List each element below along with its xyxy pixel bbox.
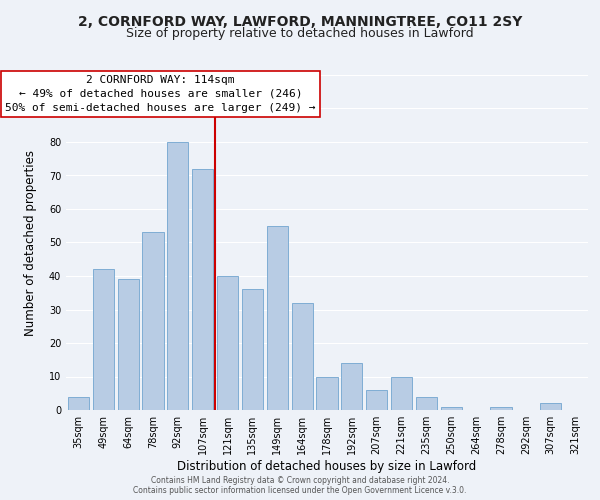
Bar	[217, 276, 238, 410]
Y-axis label: Number of detached properties: Number of detached properties	[24, 150, 37, 336]
Bar	[68, 396, 89, 410]
Bar	[490, 406, 512, 410]
Bar	[93, 270, 114, 410]
Bar	[341, 363, 362, 410]
Bar	[540, 404, 561, 410]
Bar	[242, 290, 263, 410]
X-axis label: Distribution of detached houses by size in Lawford: Distribution of detached houses by size …	[178, 460, 476, 473]
Bar	[391, 376, 412, 410]
Bar	[316, 376, 338, 410]
Bar	[192, 169, 213, 410]
Bar	[167, 142, 188, 410]
Bar	[267, 226, 288, 410]
Text: 2 CORNFORD WAY: 114sqm
← 49% of detached houses are smaller (246)
50% of semi-de: 2 CORNFORD WAY: 114sqm ← 49% of detached…	[5, 75, 316, 113]
Text: Contains public sector information licensed under the Open Government Licence v.: Contains public sector information licen…	[133, 486, 467, 495]
Bar	[416, 396, 437, 410]
Bar	[441, 406, 462, 410]
Bar	[292, 303, 313, 410]
Bar	[118, 280, 139, 410]
Bar	[142, 232, 164, 410]
Text: Size of property relative to detached houses in Lawford: Size of property relative to detached ho…	[126, 28, 474, 40]
Text: Contains HM Land Registry data © Crown copyright and database right 2024.: Contains HM Land Registry data © Crown c…	[151, 476, 449, 485]
Text: 2, CORNFORD WAY, LAWFORD, MANNINGTREE, CO11 2SY: 2, CORNFORD WAY, LAWFORD, MANNINGTREE, C…	[78, 15, 522, 29]
Bar	[366, 390, 387, 410]
